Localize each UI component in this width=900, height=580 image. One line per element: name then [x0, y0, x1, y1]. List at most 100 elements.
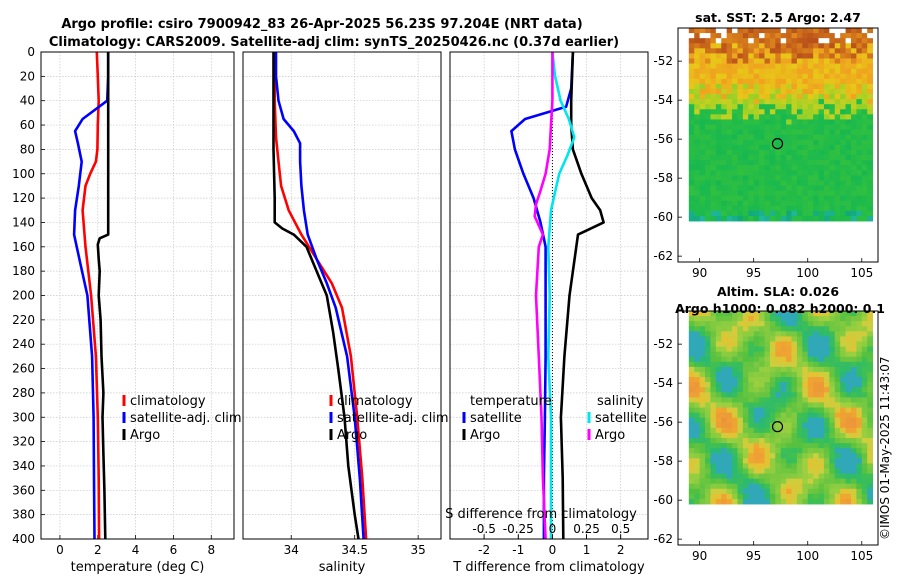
map-cell: [802, 114, 809, 120]
map-cell: [748, 346, 755, 353]
map-cell: [715, 493, 722, 500]
map-cell: [807, 63, 814, 70]
map-cell: [856, 382, 863, 388]
map-cell: [764, 38, 771, 44]
map-cell: [818, 99, 825, 105]
map-cell: [786, 185, 792, 191]
map-cell: [705, 185, 711, 191]
map-cell: [807, 316, 814, 322]
map-cell: [699, 427, 706, 434]
map-cell: [867, 402, 873, 408]
map-cell: [688, 155, 695, 161]
map-cell: [737, 149, 744, 156]
map-cell: [732, 170, 738, 176]
map-cell: [807, 210, 814, 217]
map-cell: [742, 432, 749, 439]
map-cell: [732, 28, 738, 34]
map-cell: [856, 326, 863, 332]
map-cell: [775, 68, 782, 75]
map-cell: [715, 43, 722, 49]
map-cell: [759, 33, 765, 39]
map-cell: [840, 190, 846, 197]
map-cell: [748, 43, 755, 49]
map-cell: [688, 427, 695, 434]
map-cell: [742, 170, 749, 176]
map-cell: [764, 200, 771, 207]
map-cell: [759, 377, 765, 383]
map-cell: [715, 200, 722, 207]
map-cell: [688, 311, 695, 317]
y-tick-label: 400: [12, 532, 35, 546]
map-cell: [726, 200, 733, 207]
map-cell: [715, 356, 722, 363]
map-cell: [796, 139, 803, 146]
map-cell: [829, 185, 836, 191]
map-cell: [769, 43, 776, 49]
map-cell: [845, 498, 852, 505]
map-cell: [829, 215, 836, 222]
map-cell: [764, 190, 771, 197]
map-cell: [867, 83, 873, 90]
map-cell: [834, 346, 841, 353]
map-cell: [764, 417, 771, 424]
map-cell: [813, 83, 819, 90]
legend-t-argo-label: Argo: [470, 428, 500, 443]
map-cell: [786, 382, 792, 388]
map-cell: [829, 205, 836, 212]
map-cell: [786, 346, 792, 353]
map-cell: [748, 366, 755, 373]
map-cell: [850, 346, 857, 353]
map-cell: [829, 478, 836, 485]
map-cell: [748, 361, 755, 368]
map-cell: [807, 311, 814, 317]
map-cell: [807, 397, 814, 403]
map-cell: [834, 397, 841, 403]
map-cell: [823, 377, 830, 383]
map-cell: [710, 468, 717, 474]
map-cell: [764, 336, 771, 342]
map-cell: [823, 78, 830, 85]
map-cell: [737, 346, 744, 353]
map-cell: [786, 392, 792, 398]
map-cell: [850, 382, 857, 388]
map-cell: [742, 134, 749, 141]
map-cell: [802, 463, 809, 469]
map-cell: [867, 200, 873, 207]
map-cell: [694, 215, 701, 222]
map-cell: [834, 417, 841, 424]
map-cell: [856, 316, 863, 322]
map-cell: [780, 468, 787, 474]
map-cell: [705, 175, 711, 181]
map-cell: [829, 129, 836, 136]
map-cell: [775, 402, 782, 408]
map-cell: [726, 331, 733, 337]
map-field-cells: [688, 28, 873, 222]
map-cell: [710, 316, 717, 322]
map-cell: [721, 185, 728, 191]
map-cell: [780, 73, 787, 80]
map-cell: [721, 341, 728, 347]
map-cell: [861, 407, 868, 414]
map-cell: [867, 498, 873, 505]
map-cell: [856, 422, 863, 429]
map-cell: [775, 129, 782, 136]
map-cell: [721, 114, 728, 120]
map-cell: [688, 397, 695, 403]
map-cell: [710, 63, 717, 70]
map-cell: [764, 215, 771, 222]
map-cell: [710, 371, 717, 378]
map-cell: [818, 427, 825, 434]
map-cell: [813, 109, 819, 115]
map-cell: [694, 351, 701, 358]
map-cell: [786, 483, 792, 490]
legend-temperature-1-label: satellite-adj. clim: [130, 411, 242, 426]
map-cell: [861, 366, 868, 373]
map-cell: [850, 155, 857, 161]
map-cell: [775, 473, 782, 480]
map-cell: [861, 215, 868, 222]
map-cell: [748, 468, 755, 474]
map-cell: [791, 382, 798, 388]
map-cell: [710, 139, 717, 146]
map-cell: [861, 129, 868, 136]
map-cell: [802, 371, 809, 378]
